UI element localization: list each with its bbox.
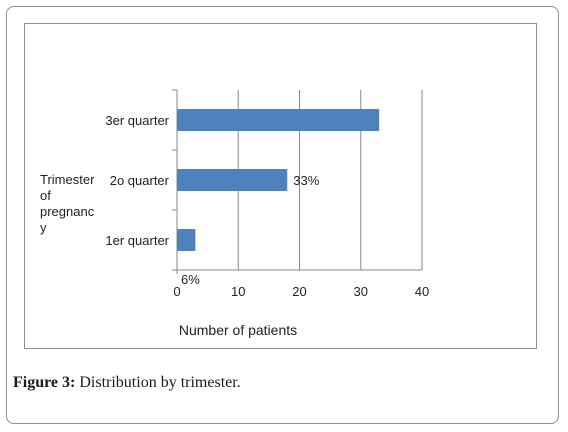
y-axis-title-line: y [40, 220, 47, 235]
data-label: 33% [293, 173, 319, 188]
y-tick-label: 3er quarter [105, 113, 169, 128]
data-label: 6% [181, 272, 200, 287]
x-tick-label: 20 [292, 284, 306, 299]
bar [177, 109, 380, 131]
y-tick-label: 2o quarter [110, 173, 170, 188]
caption-label: Figure 3: [13, 374, 76, 391]
x-axis-title: Number of patients [179, 322, 297, 338]
y-axis-title-line: pregnanc [40, 204, 95, 219]
y-tick-label: 1er quarter [105, 233, 169, 248]
bar [177, 229, 196, 251]
y-axis-title-line: of [40, 188, 51, 203]
x-tick-label: 0 [173, 284, 180, 299]
x-tick-label: 10 [231, 284, 245, 299]
x-tick-label: 40 [415, 284, 429, 299]
figure-caption: Figure 3: Distribution by trimester. [13, 374, 241, 392]
bar [177, 169, 288, 191]
x-tick-label: 30 [354, 284, 368, 299]
caption-text: Distribution by trimester. [75, 374, 241, 391]
y-axis-title-line: Trimester [40, 172, 95, 187]
